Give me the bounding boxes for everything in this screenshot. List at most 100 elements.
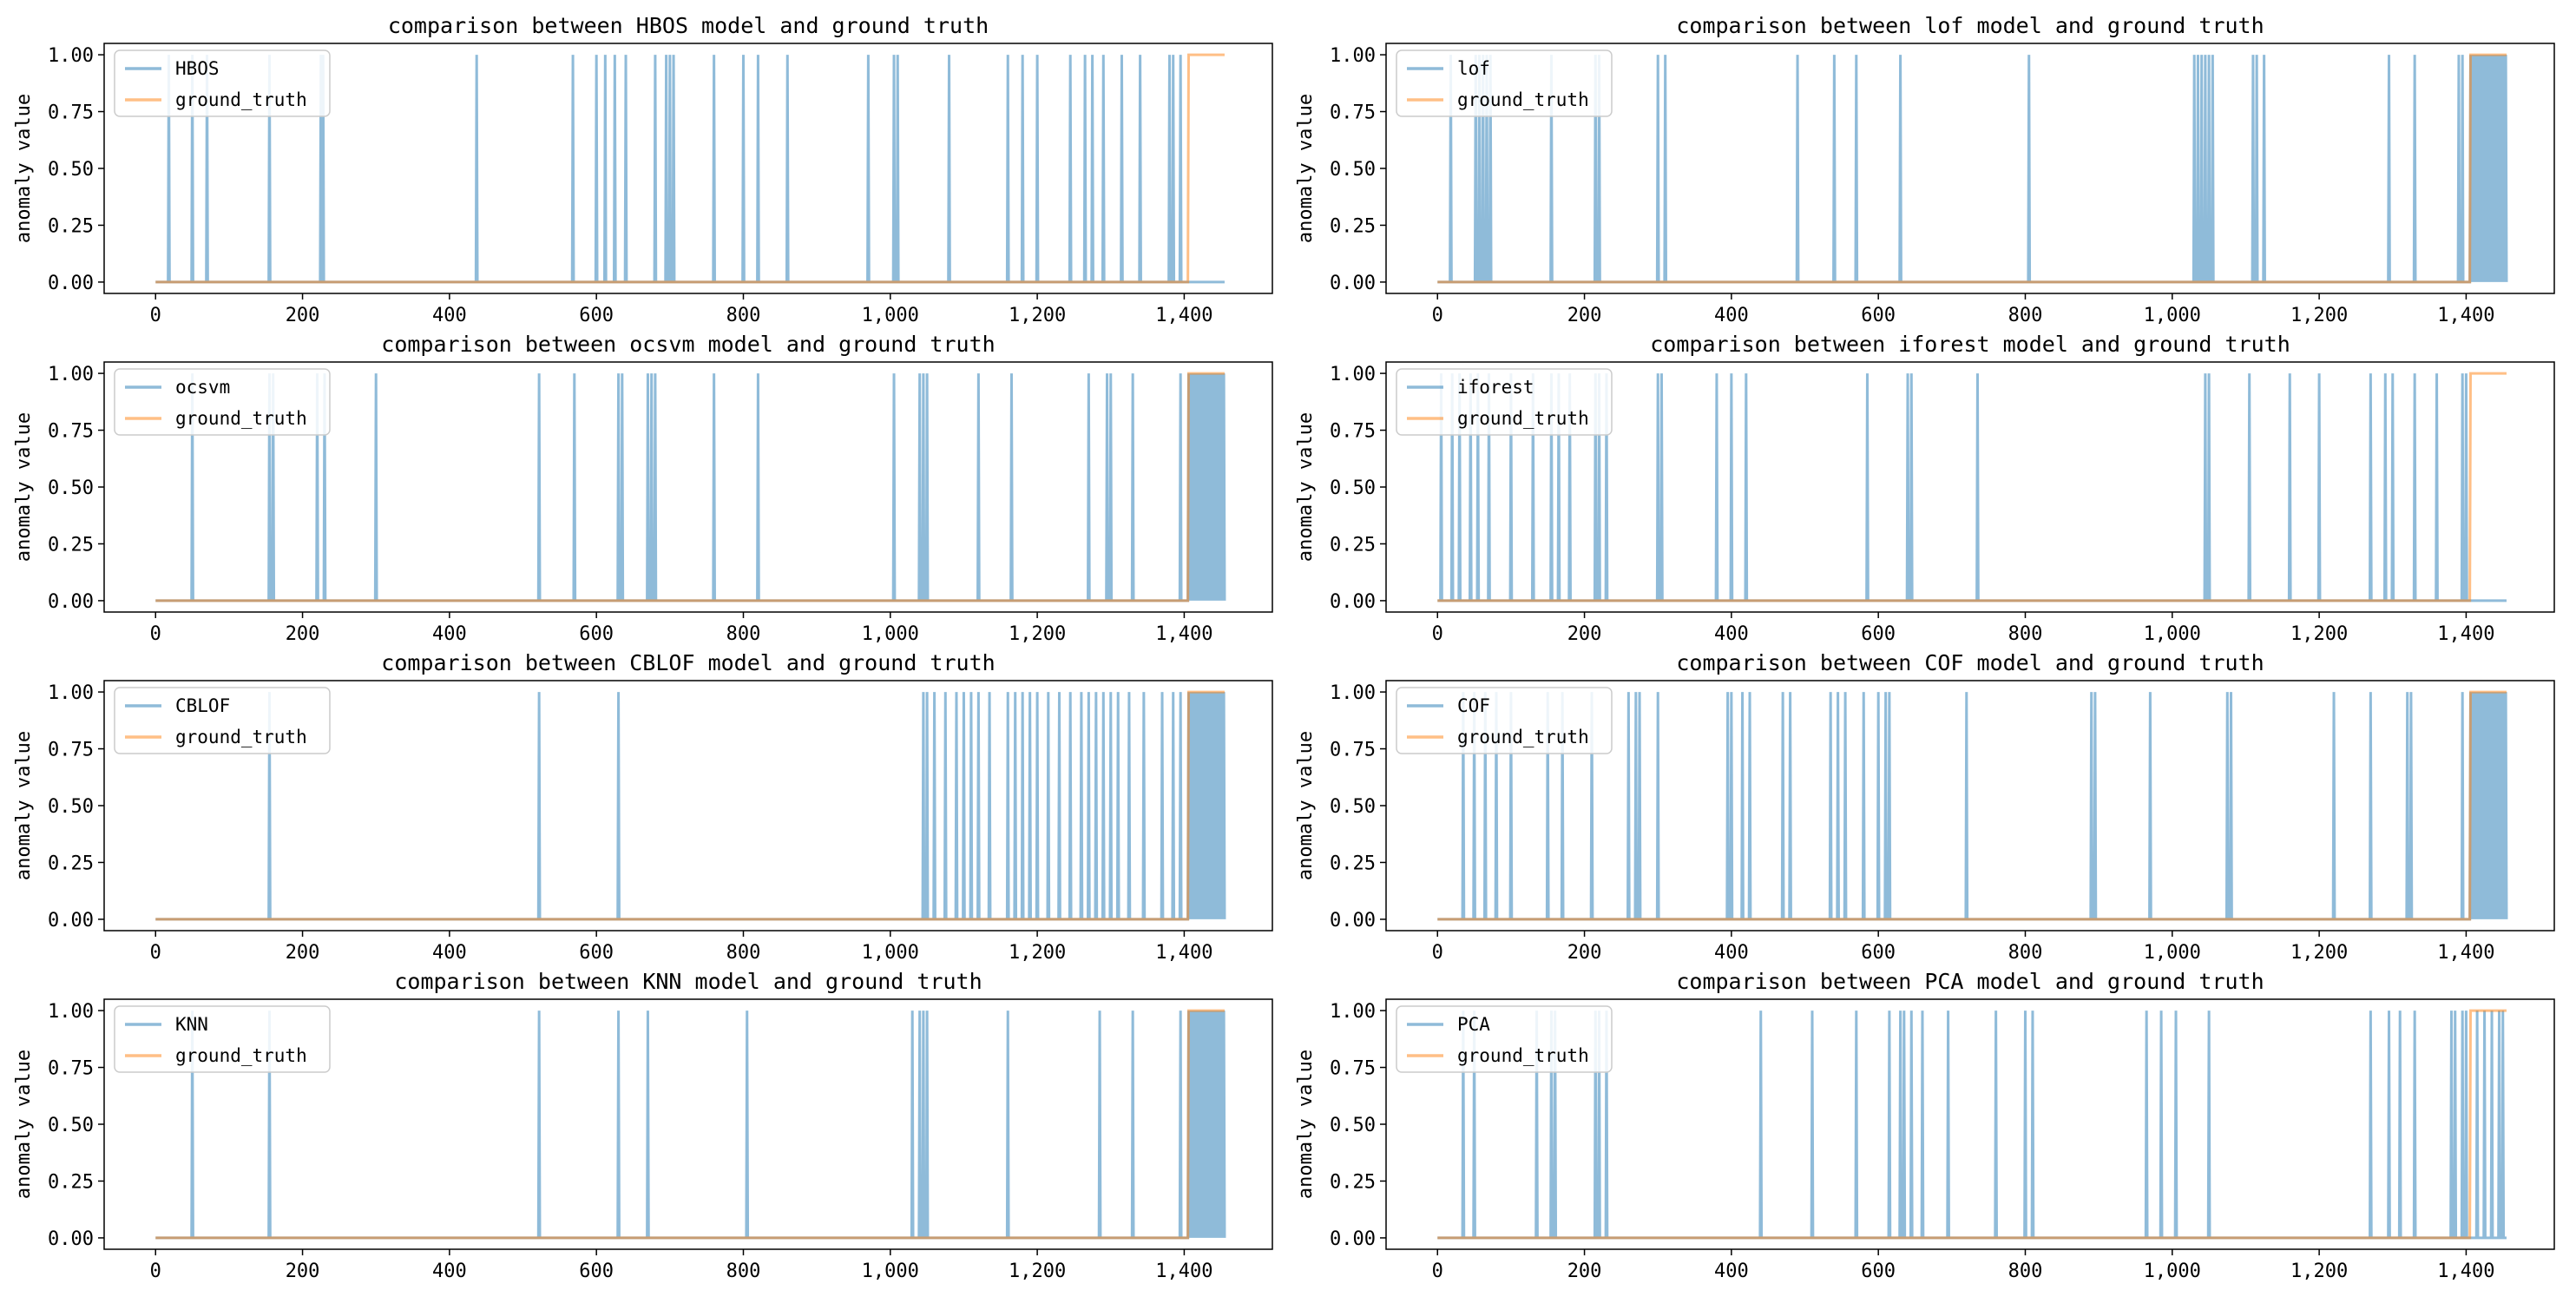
x-tick-label: 1,000: [2144, 305, 2201, 326]
y-axis-label: anomaly value: [1295, 731, 1317, 880]
y-tick-label: 0.00: [48, 1228, 94, 1250]
x-tick-label: 0: [150, 623, 161, 645]
y-axis-label: anomaly value: [13, 731, 35, 880]
legend-box: [1396, 49, 1613, 117]
y-tick-label: 1.00: [1330, 45, 1376, 67]
x-tick-label: 200: [1567, 1261, 1602, 1282]
y-tick-label: 0.50: [48, 159, 94, 181]
y-tick-label: 0.25: [48, 534, 94, 556]
y-tick-label: 1.00: [1330, 682, 1376, 704]
y-tick-label: 0.00: [1330, 1228, 1376, 1250]
x-tick-label: 1,000: [862, 1261, 919, 1282]
x-tick-label: 400: [432, 942, 467, 964]
y-tick-label: 0.50: [48, 1115, 94, 1136]
x-tick-label: 0: [1432, 1261, 1443, 1282]
ground-truth-line: [155, 372, 1225, 602]
x-tick-label: 200: [286, 623, 320, 645]
x-tick-label: 800: [726, 305, 761, 326]
x-tick-label: 1,200: [1009, 623, 1066, 645]
x-tick-label: 0: [150, 1261, 161, 1282]
axes-frame: [1385, 998, 2555, 1250]
y-tick-label: 1.00: [48, 45, 94, 67]
x-tick-label: 200: [286, 305, 320, 326]
x-tick-label: 200: [1567, 305, 1602, 326]
x-tick-label: 600: [1861, 305, 1896, 326]
legend-box: [1396, 687, 1613, 754]
legend-label: HBOS: [175, 58, 220, 79]
y-tick-label: 0.50: [1330, 477, 1376, 499]
legend-label: lof: [1457, 58, 1490, 79]
y-tick-label: 0.75: [48, 1058, 94, 1080]
x-tick-label: 200: [1567, 623, 1602, 645]
y-tick-label: 0.75: [1330, 740, 1376, 761]
legend-label: CBLOF: [175, 695, 230, 716]
subplot-2: comparison between lof model and ground …: [1295, 13, 2555, 326]
legend-label: ground_truth: [175, 408, 307, 429]
x-tick-label: 800: [726, 623, 761, 645]
x-tick-label: 200: [286, 942, 320, 964]
x-tick-label: 200: [286, 1261, 320, 1282]
x-tick-label: 0: [150, 942, 161, 964]
x-tick-label: 1,200: [2290, 942, 2348, 964]
y-tick-label: 0.75: [1330, 421, 1376, 443]
axes-frame: [1385, 680, 2555, 932]
x-tick-label: 1,400: [2437, 305, 2494, 326]
x-tick-label: 1,200: [1009, 305, 1066, 326]
chart-title: comparison between iforest model and gro…: [1650, 332, 2290, 357]
legend-label: ground_truth: [1457, 89, 1589, 110]
y-tick-label: 0.25: [1330, 215, 1376, 237]
y-tick-label: 0.50: [48, 477, 94, 499]
legend-label: ground_truth: [175, 89, 307, 110]
chart-title: comparison between lof model and ground …: [1676, 13, 2264, 38]
y-tick-label: 0.75: [48, 102, 94, 124]
x-tick-label: 800: [2008, 1261, 2043, 1282]
chart-title: comparison between PCA model and ground …: [1676, 969, 2264, 994]
legend-box: [114, 1005, 331, 1073]
ground-truth-line: [1437, 1009, 2507, 1240]
legend: PCA ground_truth: [1396, 1005, 1613, 1073]
x-tick-label: 1,400: [2437, 942, 2494, 964]
x-tick-label: 600: [579, 623, 614, 645]
x-tick-label: 1,000: [2144, 942, 2201, 964]
y-axis-label: anomaly value: [13, 1050, 35, 1199]
y-tick-label: 0.25: [48, 215, 94, 237]
x-tick-label: 400: [432, 1261, 467, 1282]
ground-truth-line: [155, 1009, 1225, 1240]
chart-title: comparison between CBLOF model and groun…: [381, 650, 995, 675]
chart-title: comparison between COF model and ground …: [1676, 650, 2264, 675]
legend-box: [114, 49, 331, 117]
x-tick-label: 400: [1714, 305, 1749, 326]
x-tick-label: 200: [1567, 942, 1602, 964]
legend-label: ground_truth: [175, 1045, 307, 1066]
legend: CBLOF ground_truth: [114, 687, 331, 754]
y-tick-label: 0.00: [48, 273, 94, 294]
chart-title: comparison between HBOS model and ground…: [388, 13, 989, 38]
y-tick-label: 0.75: [1330, 102, 1376, 124]
subplot-8: comparison between PCA model and ground …: [1295, 969, 2555, 1282]
x-tick-label: 600: [1861, 1261, 1896, 1282]
x-tick-label: 1,000: [862, 942, 919, 964]
axes-frame: [103, 680, 1273, 932]
legend-label: ocsvm: [175, 377, 230, 398]
y-tick-label: 0.50: [1330, 159, 1376, 181]
x-tick-label: 1,000: [862, 623, 919, 645]
model-prediction-line: [1437, 692, 2508, 921]
x-tick-label: 400: [432, 305, 467, 326]
y-tick-label: 1.00: [1330, 364, 1376, 385]
x-tick-label: 1,000: [2144, 623, 2201, 645]
legend-label: ground_truth: [1457, 408, 1589, 429]
legend: COF ground_truth: [1396, 687, 1613, 754]
model-prediction-line: [1437, 373, 2507, 602]
legend-label: COF: [1457, 695, 1490, 716]
legend: ocsvm ground_truth: [114, 368, 331, 436]
legend-box: [1396, 368, 1613, 436]
y-axis-label: anomaly value: [1295, 412, 1317, 562]
x-tick-label: 0: [1432, 305, 1443, 326]
x-tick-label: 1,400: [2437, 1261, 2494, 1282]
y-tick-label: 0.00: [1330, 591, 1376, 613]
x-tick-label: 800: [726, 1261, 761, 1282]
axes-frame: [1385, 43, 2555, 294]
subplot-5: comparison between CBLOF model and groun…: [13, 650, 1273, 964]
x-tick-label: 0: [1432, 942, 1443, 964]
